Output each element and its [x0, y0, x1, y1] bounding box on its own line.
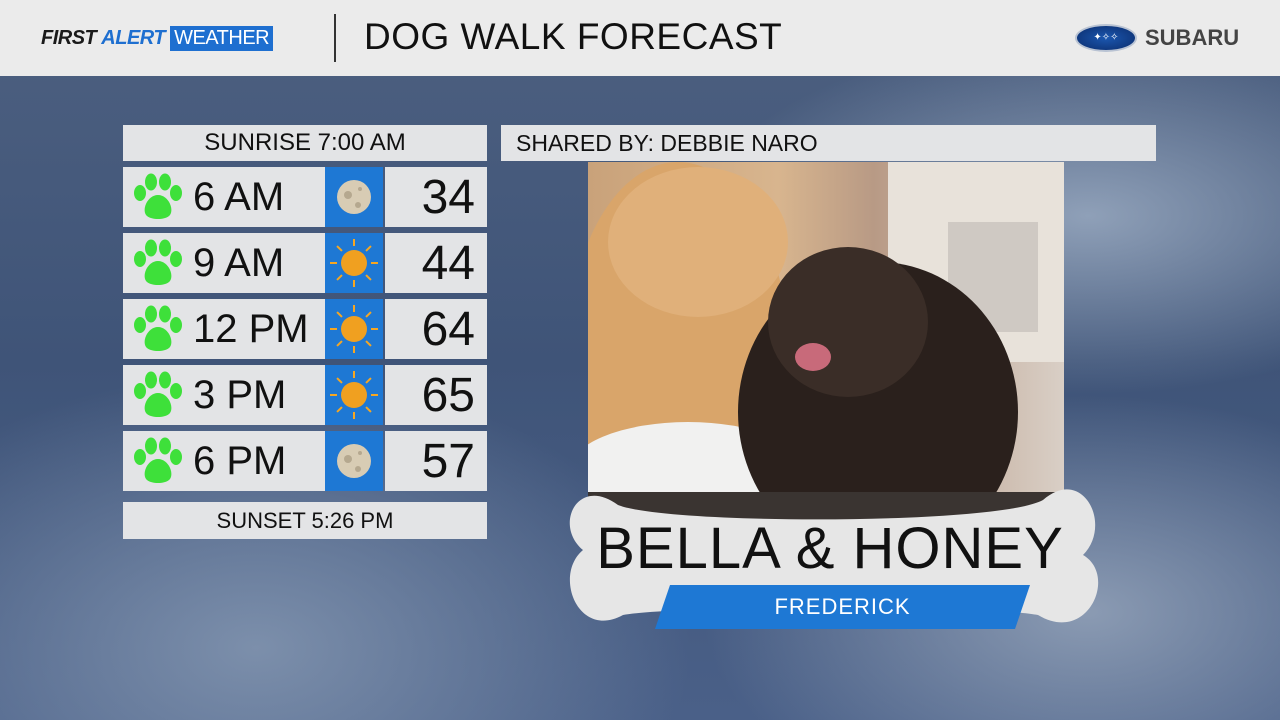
page-title: DOG WALK FORECAST: [364, 16, 783, 57]
moon-icon: [325, 431, 383, 491]
paw-icon: [123, 305, 193, 353]
forecast-time: 6 PM: [193, 438, 287, 483]
sponsor-name: SUBARU: [1145, 25, 1240, 50]
shared-by-bar: SHARED BY: DEBBIE NARO: [501, 125, 1156, 161]
forecast-row: 12 PM 64: [123, 299, 487, 359]
subaru-stars-icon: ✦✧✧: [1075, 24, 1137, 52]
forecast-row: 6 AM 34: [123, 167, 487, 227]
paw-icon: [123, 437, 193, 485]
paw-icon: [123, 173, 193, 221]
dog-photo-illustration: [588, 162, 1064, 530]
sunrise-bar: SUNRISE 7:00 AM: [123, 125, 487, 161]
paw-icon: [123, 371, 193, 419]
sun-icon: [325, 365, 383, 425]
first-alert-weather-logo: FIRST ALERT WEATHER: [41, 26, 274, 51]
forecast-temp: 65: [385, 365, 487, 425]
brand-alert: ALERT: [101, 27, 166, 49]
time-cell: 6 PM: [123, 431, 325, 491]
paw-icon: [123, 239, 193, 287]
time-cell: 12 PM: [123, 299, 325, 359]
forecast-row: 9 AM 44: [123, 233, 487, 293]
time-cell: 6 AM: [123, 167, 325, 227]
location-ribbon: FREDERICK: [655, 585, 1030, 629]
header-bar: FIRST ALERT WEATHER DOG WALK FORECAST ✦✧…: [0, 0, 1280, 76]
moon-icon: [325, 167, 383, 227]
sponsor-logo: ✦✧✧ SUBARU: [1075, 24, 1239, 52]
forecast-temp: 57: [385, 431, 487, 491]
forecast-temp: 64: [385, 299, 487, 359]
header-divider: [334, 14, 336, 62]
forecast-time: 3 PM: [193, 372, 287, 417]
forecast-row: 3 PM 65: [123, 365, 487, 425]
forecast-row: 6 PM 57: [123, 431, 487, 491]
time-cell: 3 PM: [123, 365, 325, 425]
forecast-time: 12 PM: [193, 306, 309, 351]
sun-icon: [325, 233, 383, 293]
brand-weather: WEATHER: [170, 26, 274, 51]
sun-icon: [325, 299, 383, 359]
forecast-temp: 34: [385, 167, 487, 227]
brand-first: FIRST: [41, 27, 97, 49]
dog-photo: [588, 162, 1064, 530]
pet-names: BELLA & HONEY: [596, 516, 1064, 581]
sunset-bar: SUNSET 5:26 PM: [123, 502, 487, 539]
forecast-time: 9 AM: [193, 240, 285, 285]
forecast-temp: 44: [385, 233, 487, 293]
time-cell: 9 AM: [123, 233, 325, 293]
forecast-time: 6 AM: [193, 174, 285, 219]
